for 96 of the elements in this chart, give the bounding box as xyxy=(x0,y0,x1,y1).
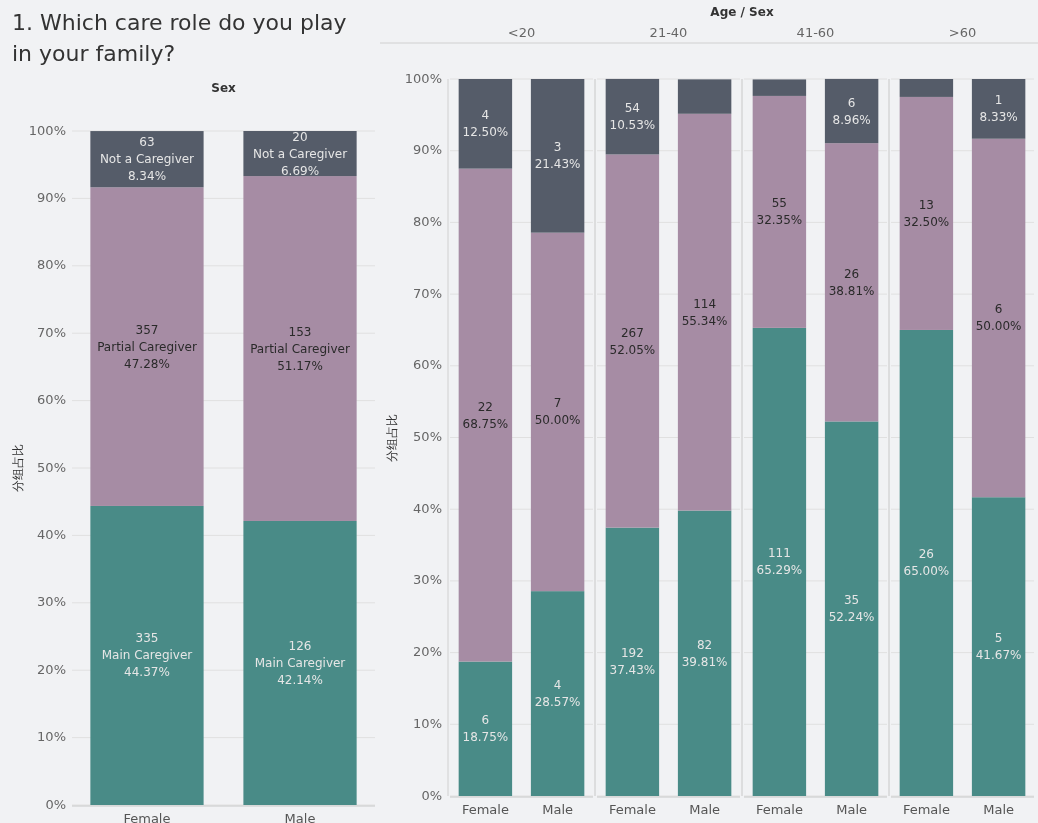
x-tick-label: Male xyxy=(983,802,1015,817)
data-label: 1 8.33% xyxy=(979,92,1018,124)
chart-title: 41-60 xyxy=(796,25,835,40)
data-label: 335 Main Caregiver 44.37% xyxy=(101,630,193,679)
y-tick-label: 90% xyxy=(413,142,442,158)
y-tick-label: 100% xyxy=(28,122,66,138)
data-label: 22 68.75% xyxy=(462,399,509,431)
x-tick-label: Female xyxy=(461,802,509,817)
bar xyxy=(605,154,660,528)
y-tick-label: 90% xyxy=(37,189,66,205)
x-tick-label: Male xyxy=(836,802,868,817)
y-tick-label: 10% xyxy=(413,715,442,731)
x-tick-label: Female xyxy=(608,802,656,817)
chart-title: 1. Which care role do you play in your family? xyxy=(12,10,347,66)
data-label: 54 10.53% xyxy=(609,100,656,132)
y-tick-label: 0% xyxy=(421,787,442,803)
bar xyxy=(899,79,954,97)
data-label: 20 Not a Caregiver 6.69% xyxy=(252,129,348,178)
y-axis-title: 分组占比 xyxy=(11,444,25,492)
data-label: 63 Not a Caregiver 8.34% xyxy=(99,134,195,183)
data-label: 35 52.24% xyxy=(828,592,875,624)
text: Age / Sex xyxy=(710,5,774,19)
data-label: 126 Main Caregiver 42.14% xyxy=(254,638,346,687)
y-tick-label: 80% xyxy=(37,257,66,273)
data-label: 6 18.75% xyxy=(462,712,509,744)
y-tick-label: 60% xyxy=(413,357,442,373)
bar xyxy=(677,510,732,796)
bar xyxy=(824,143,879,422)
bar xyxy=(90,187,204,506)
bar xyxy=(677,79,732,114)
chart-title: >60 xyxy=(948,25,977,40)
bar xyxy=(752,79,807,96)
data-label: 114 55.34% xyxy=(681,296,728,328)
bar xyxy=(971,79,1026,139)
data-label: 26 65.00% xyxy=(903,546,950,578)
y-tick-label: 30% xyxy=(413,572,442,588)
data-label: 26 38.81% xyxy=(828,266,875,298)
bar xyxy=(899,329,954,796)
bar xyxy=(530,591,585,796)
data-label: 357 Partial Caregiver 47.28% xyxy=(97,322,197,371)
data-label: 111 65.29% xyxy=(756,545,803,577)
bar xyxy=(605,78,660,155)
y-tick-label: 100% xyxy=(404,70,442,86)
data-label: 55 32.35% xyxy=(756,195,803,227)
bar xyxy=(458,661,513,796)
chart-title: <20 xyxy=(507,25,536,40)
data-label: 153 Partial Caregiver 51.17% xyxy=(250,324,350,373)
bar xyxy=(824,421,879,796)
data-label: 267 52.05% xyxy=(609,325,656,357)
bar xyxy=(530,79,585,233)
data-label: 3 21.43% xyxy=(534,139,581,171)
data-label: 82 39.81% xyxy=(681,637,728,669)
data-label: 5 41.67% xyxy=(975,630,1022,662)
data-label: 6 8.96% xyxy=(832,95,871,127)
bar xyxy=(243,176,357,521)
x-tick-label: Male xyxy=(542,802,574,817)
bar xyxy=(677,113,732,511)
x-tick-label: Female xyxy=(902,802,950,817)
data-label: 6 50.00% xyxy=(975,301,1022,333)
y-tick-label: 10% xyxy=(37,729,66,745)
bar xyxy=(971,497,1026,796)
y-tick-label: 50% xyxy=(37,459,66,475)
bar xyxy=(243,520,357,805)
bar xyxy=(899,96,954,330)
x-tick-label: Male xyxy=(284,811,316,823)
bar xyxy=(752,327,807,796)
x-tick-label: Male xyxy=(689,802,721,817)
x-axis-title: Sex xyxy=(211,81,237,95)
bar xyxy=(458,168,513,662)
data-label: 192 37.43% xyxy=(609,645,656,677)
data-label: 13 32.50% xyxy=(903,197,950,229)
y-tick-label: 70% xyxy=(413,285,442,301)
bar xyxy=(824,78,879,144)
y-tick-label: 30% xyxy=(37,594,66,610)
y-tick-label: 70% xyxy=(37,324,66,340)
bar xyxy=(530,232,585,592)
x-tick-label: Female xyxy=(755,802,803,817)
bar xyxy=(752,95,807,328)
bar xyxy=(458,79,513,169)
y-tick-label: 20% xyxy=(37,661,66,677)
x-tick-label: Female xyxy=(123,811,171,823)
y-tick-label: 80% xyxy=(413,213,442,229)
y-tick-label: 0% xyxy=(45,796,66,812)
y-tick-label: 60% xyxy=(37,392,66,408)
y-axis-title: 分组占比 xyxy=(385,413,399,462)
data-label: 4 28.57% xyxy=(534,677,581,709)
y-tick-label: 20% xyxy=(413,644,442,660)
y-tick-label: 40% xyxy=(37,526,66,542)
chart-title: 21-40 xyxy=(649,25,688,40)
y-tick-label: 50% xyxy=(413,429,442,444)
bar xyxy=(971,138,1026,498)
bar xyxy=(605,527,660,796)
y-tick-label: 40% xyxy=(413,500,442,516)
data-label: 7 50.00% xyxy=(534,395,581,427)
data-label: 4 12.50% xyxy=(462,107,509,139)
bar xyxy=(90,505,204,805)
